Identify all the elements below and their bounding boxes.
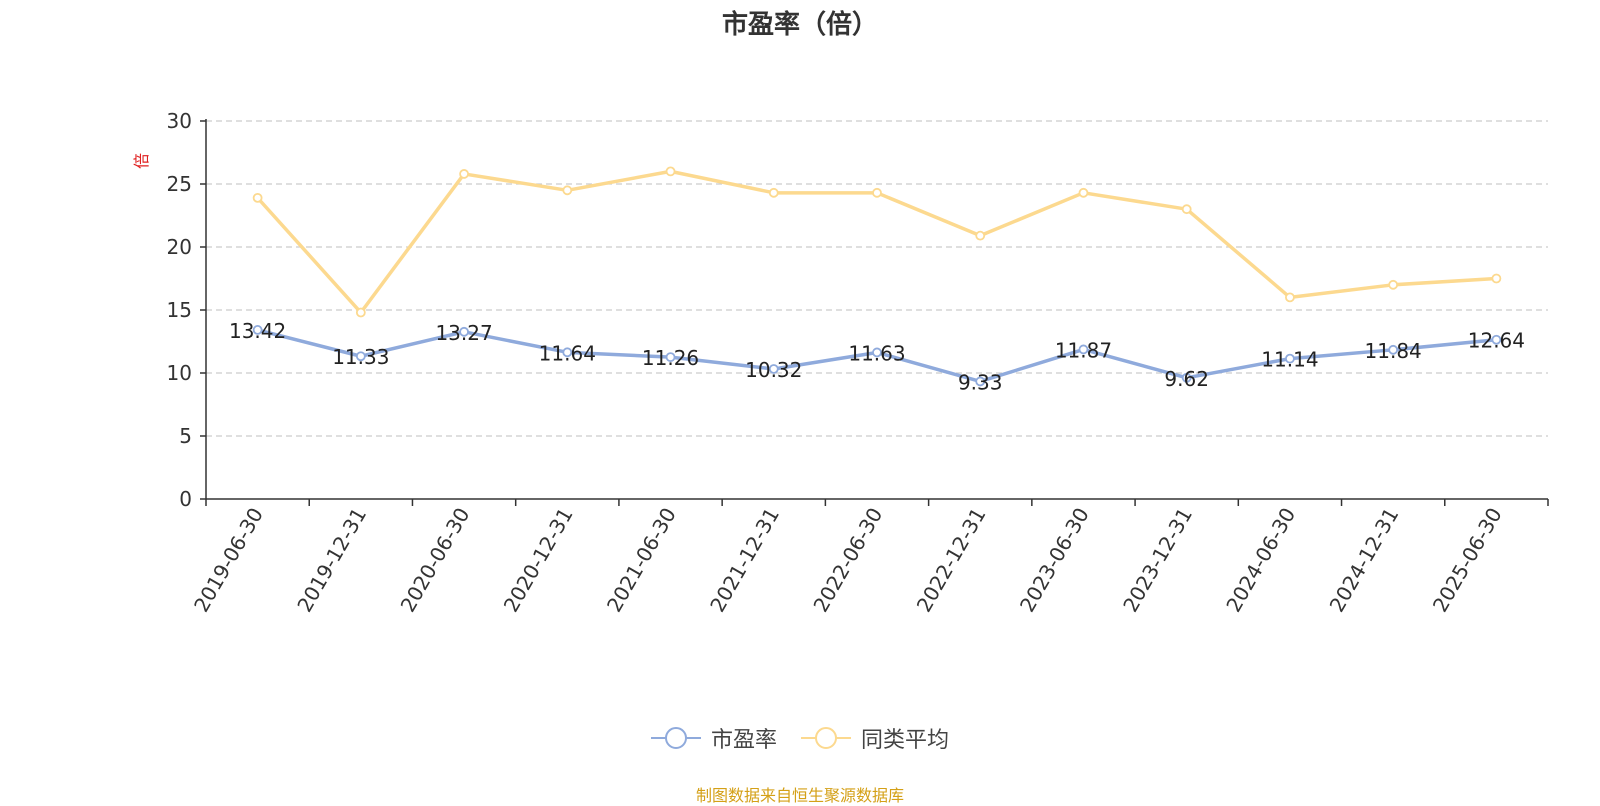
data-point <box>562 347 573 358</box>
y-tick-label: 25 <box>167 172 192 196</box>
x-tick-label: 2021-06-30 <box>602 504 681 617</box>
data-point <box>975 230 986 241</box>
data-point <box>1388 344 1399 355</box>
legend-item[interactable]: 市盈率 <box>650 722 777 754</box>
data-point <box>252 325 263 335</box>
data-point <box>1078 187 1089 198</box>
data-label: 13.42 <box>229 319 286 343</box>
x-tick-label: 2020-12-31 <box>499 504 578 617</box>
x-tick-label: 2021-12-31 <box>705 504 784 617</box>
data-label: 12.64 <box>1468 329 1525 353</box>
data-point <box>355 351 366 362</box>
x-tick-label: 2024-12-31 <box>1325 504 1404 617</box>
y-tick-label: 20 <box>167 235 192 259</box>
source-note: 制图数据来自恒生聚源数据库 <box>695 786 904 805</box>
x-tick-label: 2023-06-30 <box>1015 504 1094 617</box>
data-point <box>1078 344 1089 355</box>
y-tick-label: 5 <box>179 424 192 448</box>
x-tick-label: 2023-12-31 <box>1118 504 1197 617</box>
x-tick-label: 2019-06-30 <box>189 504 268 617</box>
data-label: 11.84 <box>1365 339 1422 363</box>
data-label: 11.63 <box>848 341 905 365</box>
legend-label: 同类平均 <box>861 728 950 753</box>
legend-line-circle-icon <box>650 727 701 749</box>
data-point <box>355 307 366 318</box>
data-label: 10.32 <box>745 358 802 382</box>
y-tick-label: 0 <box>179 487 192 511</box>
data-point <box>665 352 676 363</box>
data-point <box>665 166 676 177</box>
data-point <box>872 187 882 198</box>
data-label: 11.64 <box>539 341 596 365</box>
data-point <box>252 192 263 203</box>
data-point <box>872 347 882 358</box>
data-label: 11.33 <box>332 345 389 369</box>
y-tick-label: 10 <box>167 361 192 385</box>
data-point <box>459 326 469 337</box>
data-label: 9.62 <box>1164 367 1209 391</box>
data-point <box>1285 353 1295 364</box>
data-point <box>1181 204 1192 215</box>
data-label: 11.87 <box>1055 338 1112 362</box>
data-label: 13.27 <box>435 321 492 345</box>
data-point <box>1491 334 1502 345</box>
data-point <box>1491 273 1502 284</box>
x-tick-label: 2019-12-31 <box>292 504 371 617</box>
data-point <box>1285 292 1295 303</box>
x-tick-label: 2025-06-30 <box>1428 504 1507 617</box>
data-point <box>768 364 779 374</box>
data-point <box>1181 372 1192 383</box>
x-tick-label: 2020-06-30 <box>396 503 475 616</box>
x-tick-label: 2024-06-30 <box>1221 504 1300 617</box>
chart-title: 市盈率（倍） <box>721 10 878 40</box>
legend-line-circle-icon <box>801 727 851 749</box>
y-tick-label: 30 <box>167 109 192 133</box>
data-point <box>562 185 573 196</box>
data-label: 11.14 <box>1261 348 1318 372</box>
data-point <box>975 376 986 387</box>
y-tick-label: 15 <box>167 298 192 322</box>
data-label: 9.33 <box>958 370 1003 394</box>
y-axis-label: 倍 <box>132 153 151 169</box>
data-label: 11.26 <box>642 346 699 370</box>
legend: 市盈率 同类平均 <box>0 722 1600 754</box>
data-point <box>1388 279 1399 290</box>
legend-label: 市盈率 <box>710 728 777 753</box>
x-tick-label: 2022-12-31 <box>912 503 991 616</box>
data-point <box>768 187 779 198</box>
x-tick-label: 2022-06-30 <box>808 504 887 617</box>
data-point <box>459 169 469 179</box>
legend-item[interactable]: 同类平均 <box>801 722 949 754</box>
